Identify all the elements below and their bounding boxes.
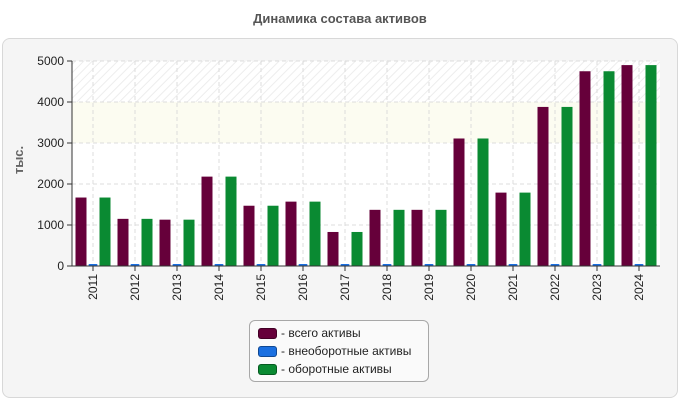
bar-1 — [495, 192, 507, 266]
y-tick-label: 0 — [57, 259, 64, 273]
legend-swatch — [258, 327, 277, 339]
bar-1 — [117, 218, 129, 266]
x-tick-label: 2011 — [86, 274, 100, 300]
x-tick-label: 2018 — [380, 274, 394, 301]
bar-3 — [603, 71, 615, 266]
legend-item: - оборотные активы — [258, 360, 428, 378]
x-tick-label: 2017 — [338, 274, 352, 301]
bar-1 — [453, 138, 465, 266]
bar-1 — [579, 71, 591, 266]
x-tick-label: 2020 — [464, 274, 478, 301]
x-tick-label: 2021 — [506, 274, 520, 301]
bar-1 — [201, 176, 213, 266]
plot-band — [72, 61, 660, 102]
bar-3 — [183, 219, 195, 266]
bar-3 — [477, 138, 489, 266]
legend-label: - внеоборотные активы — [281, 344, 412, 358]
y-tick-label: 5000 — [37, 54, 64, 68]
y-tick-label: 3000 — [37, 136, 64, 150]
x-tick-label: 2014 — [212, 274, 226, 301]
chart-title: Динамика состава активов — [253, 11, 427, 26]
legend-swatch — [258, 345, 277, 357]
x-tick-label: 2016 — [296, 274, 310, 301]
bar-1 — [411, 209, 423, 266]
bar-3 — [225, 176, 237, 266]
bar-3 — [99, 197, 111, 266]
bar-1 — [75, 197, 87, 266]
x-tick-label: 2019 — [422, 274, 436, 301]
bar-3 — [435, 209, 447, 266]
y-axis-label: тыс. — [11, 146, 26, 174]
bar-3 — [141, 218, 153, 266]
bar-3 — [561, 106, 573, 266]
x-tick-label: 2022 — [548, 274, 562, 301]
legend-item: - внеоборотные активы — [258, 342, 428, 360]
legend-label: - оборотные активы — [281, 362, 392, 376]
x-tick-label: 2024 — [632, 274, 646, 301]
bar-1 — [243, 205, 255, 266]
bar-3 — [393, 209, 405, 266]
x-tick-label: 2023 — [590, 274, 604, 301]
y-tick-label: 2000 — [37, 177, 64, 191]
x-tick-label: 2012 — [128, 274, 142, 301]
y-tick-label: 1000 — [37, 218, 64, 232]
bar-3 — [519, 192, 531, 266]
x-tick-label: 2015 — [254, 274, 268, 301]
bar-3 — [645, 65, 657, 266]
bar-1 — [327, 231, 339, 266]
bar-3 — [309, 201, 321, 266]
bar-1 — [621, 65, 633, 266]
legend-label: - всего активы — [281, 326, 361, 340]
bar-1 — [159, 219, 171, 266]
legend: - всего активы - внеоборотные активы - о… — [249, 320, 429, 382]
bar-1 — [537, 106, 549, 266]
y-tick-label: 4000 — [37, 95, 64, 109]
bar-1 — [369, 209, 381, 266]
bar-3 — [351, 231, 363, 266]
legend-item: - всего активы — [258, 324, 428, 342]
bar-1 — [285, 201, 297, 266]
bar-3 — [267, 205, 279, 266]
legend-swatch — [258, 363, 277, 375]
x-tick-label: 2013 — [170, 274, 184, 301]
